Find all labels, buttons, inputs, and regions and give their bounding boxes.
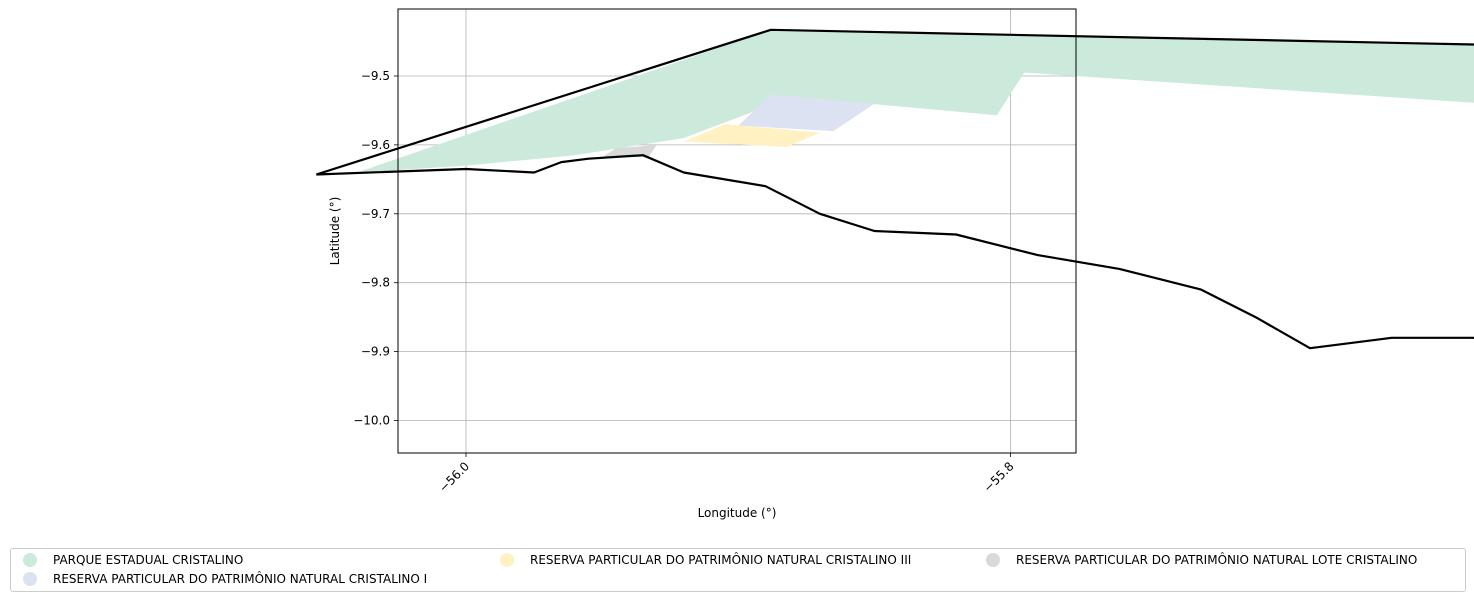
x-axis-ticks: −56.0−55.8−55.6−55.4−55.2 — [436, 453, 1017, 495]
legend: PARQUE ESTADUAL CRISTALINO RESERVA PARTI… — [10, 548, 1466, 592]
legend-item-lote-cristalino: RESERVA PARTICULAR DO PATRIMÔNIO NATURAL… — [986, 553, 1417, 567]
legend-marker-icon — [500, 553, 514, 567]
plot-frame — [397, 8, 1077, 454]
y-tick-label: −9.6 — [361, 138, 390, 152]
legend-label: PARQUE ESTADUAL CRISTALINO — [53, 553, 244, 567]
y-axis-label: Latitude (°) — [328, 197, 342, 266]
legend-marker-icon — [23, 572, 37, 586]
legend-marker-icon — [23, 553, 37, 567]
legend-item-parque: PARQUE ESTADUAL CRISTALINO — [23, 553, 243, 567]
y-axis-ticks: −9.5 −9.6 −9.7 −9.8 −9.9 −10.0 — [353, 69, 398, 428]
map-figure: −56.0−55.8−55.6−55.4−55.2 −9.5−9.6−9.7−9… — [315, 8, 1474, 520]
y-tick-label: −10.0 — [353, 414, 390, 428]
study-area-boundary — [315, 28, 1474, 350]
legend-label: RESERVA PARTICULAR DO PATRIMÔNIO NATURAL… — [53, 572, 428, 586]
y-tick-label: −9.5 — [361, 69, 390, 83]
y-tick-label: −9.7 — [361, 207, 390, 221]
legend-label: RESERVA PARTICULAR DO PATRIMÔNIO NATURAL… — [530, 553, 912, 567]
y-tick-label: −9.8 — [361, 276, 390, 290]
x-axis-label: Longitude (°) — [698, 506, 777, 520]
area-layer — [357, 29, 1474, 173]
legend-item-cristalino-i: RESERVA PARTICULAR DO PATRIMÔNIO NATURAL… — [23, 572, 427, 586]
legend-label: RESERVA PARTICULAR DO PATRIMÔNIO NATURAL… — [1016, 553, 1418, 567]
legend-item-cristalino-iii: RESERVA PARTICULAR DO PATRIMÔNIO NATURAL… — [500, 553, 911, 567]
y-tick-label: −9.9 — [361, 345, 390, 359]
x-tick-label: −56.0 — [436, 459, 472, 495]
area-parque-estadual-cristalino — [357, 29, 1474, 173]
x-tick-label: −55.8 — [981, 459, 1017, 495]
boundary-layer — [315, 28, 1474, 350]
legend-marker-icon — [986, 553, 1000, 567]
area-reserva-particular-do-patrim-nio-natural-cristalino-iii — [683, 124, 820, 147]
area-reserva-particular-do-patrim-nio-natural-cristalino-i — [738, 94, 875, 132]
